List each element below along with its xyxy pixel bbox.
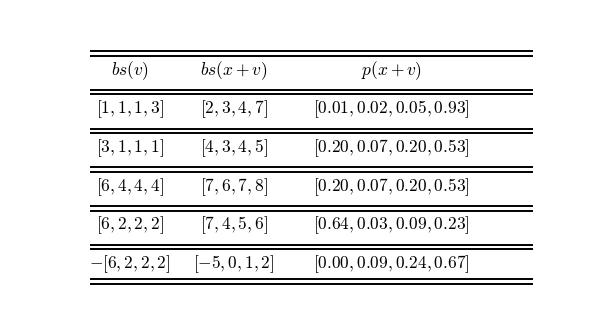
Text: $[0.20, 0.07, 0.20, 0.53]$: $[0.20, 0.07, 0.20, 0.53]$	[313, 176, 470, 198]
Text: $bs(v)$: $bs(v)$	[111, 59, 149, 82]
Text: $[0.20, 0.07, 0.20, 0.53]$: $[0.20, 0.07, 0.20, 0.53]$	[313, 137, 470, 159]
Text: $[7,4,5,6]$: $[7,4,5,6]$	[200, 214, 268, 236]
Text: $[6,4,4,4]$: $[6,4,4,4]$	[96, 176, 164, 198]
Text: $bs(x+v)$: $bs(x+v)$	[200, 59, 268, 82]
Text: $[1,1,1,3]$: $[1,1,1,3]$	[96, 98, 164, 120]
Text: $[-5,0,1,2]$: $[-5,0,1,2]$	[193, 253, 275, 275]
Text: $p(x+v)$: $p(x+v)$	[361, 59, 422, 82]
Text: $[0.64, 0.03, 0.09, 0.23]$: $[0.64, 0.03, 0.09, 0.23]$	[313, 214, 470, 236]
Text: $[7,6,7,8]$: $[7,6,7,8]$	[200, 176, 268, 198]
Text: $[4,3,4,5]$: $[4,3,4,5]$	[200, 137, 268, 159]
Text: $[0.00, 0.09, 0.24, 0.67]$: $[0.00, 0.09, 0.24, 0.67]$	[313, 253, 470, 275]
Text: $[2,3,4,7]$: $[2,3,4,7]$	[200, 98, 268, 120]
Text: $-[6,2,2,2]$: $-[6,2,2,2]$	[89, 253, 171, 275]
Text: $[3,1,1,1]$: $[3,1,1,1]$	[96, 137, 164, 159]
Text: $[0.01, 0.02, 0.05, 0.93]$: $[0.01, 0.02, 0.05, 0.93]$	[313, 98, 470, 120]
Text: $[6,2,2,2]$: $[6,2,2,2]$	[96, 214, 164, 236]
